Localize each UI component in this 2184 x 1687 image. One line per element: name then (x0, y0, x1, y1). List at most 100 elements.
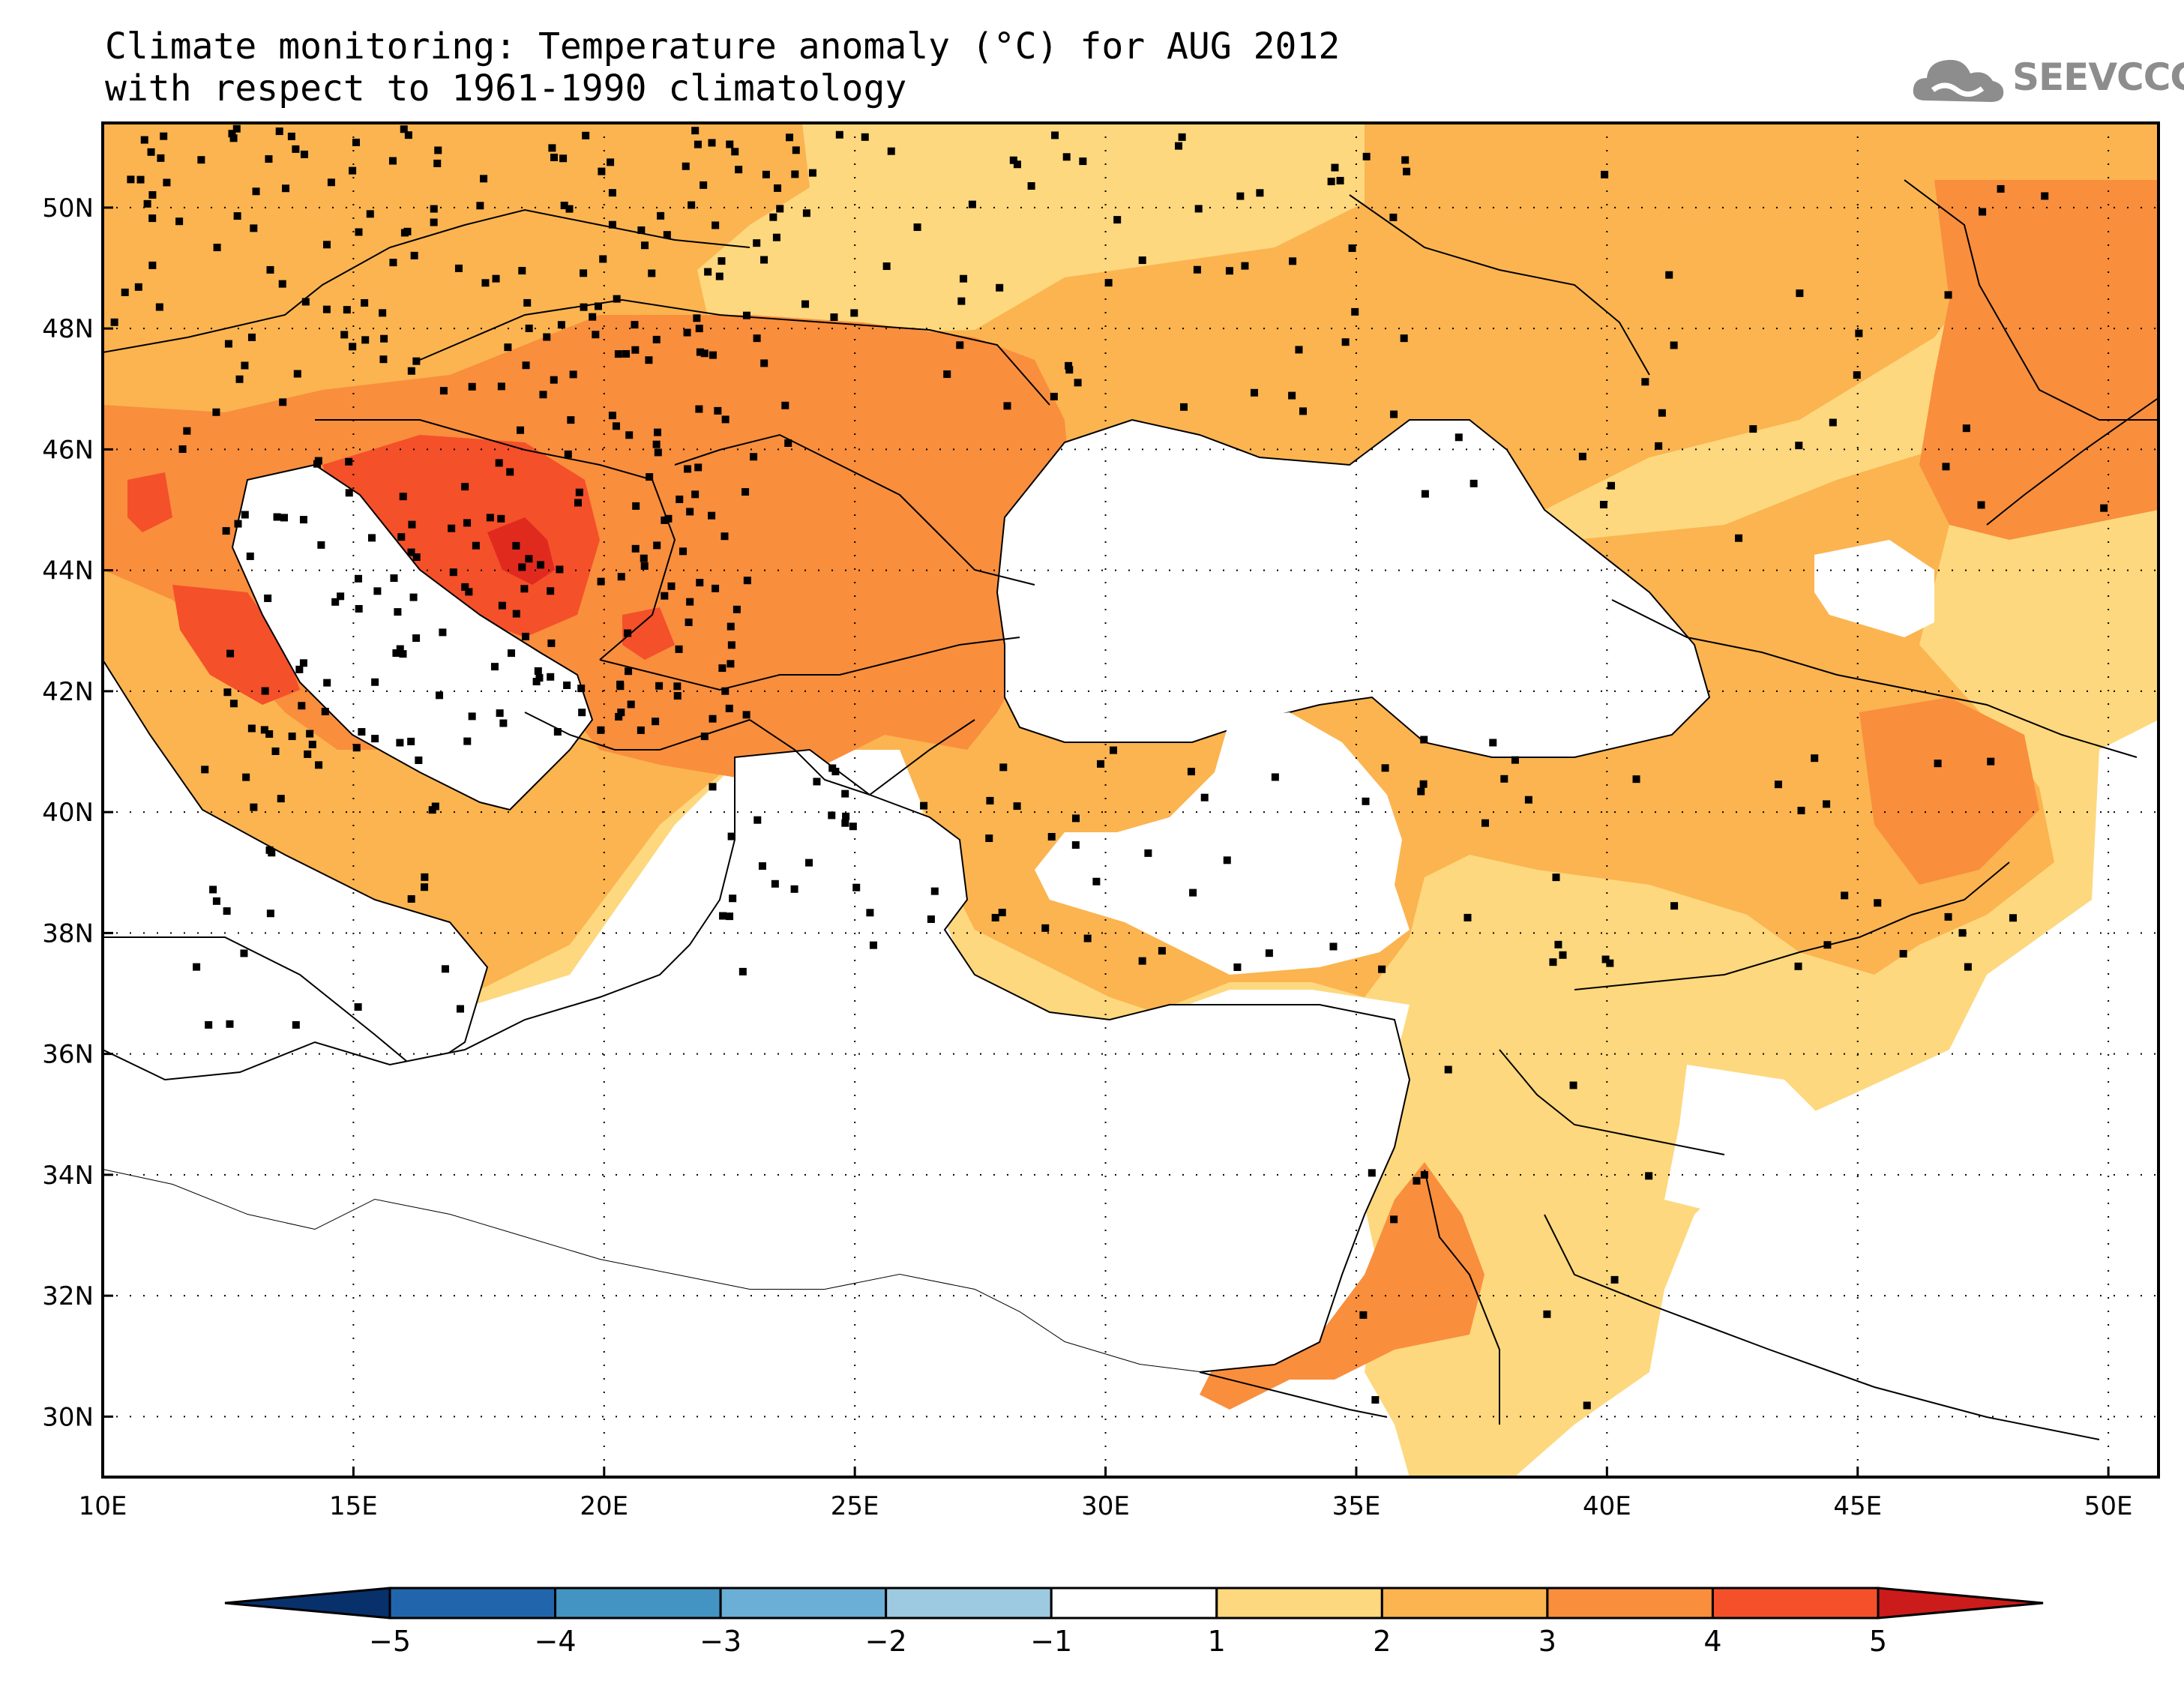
station-marker (574, 499, 582, 507)
station-marker (700, 733, 709, 741)
station-marker (492, 274, 500, 283)
station-marker (1027, 182, 1035, 190)
lat-tick-label: 46N (42, 435, 94, 465)
station-marker (260, 726, 268, 734)
station-marker (226, 1020, 234, 1028)
station-marker (317, 541, 325, 549)
station-marker (430, 218, 438, 226)
station-marker (709, 351, 717, 359)
station-marker (261, 687, 269, 695)
station-marker (468, 712, 476, 721)
station-marker (355, 228, 363, 236)
station-marker (456, 1005, 464, 1013)
station-marker (421, 883, 429, 891)
station-marker (781, 401, 789, 409)
station-marker (299, 659, 307, 667)
station-marker (1359, 1311, 1368, 1319)
station-marker (727, 660, 735, 668)
caspian-no-data (1814, 540, 1934, 637)
station-marker (631, 321, 639, 329)
station-marker (718, 664, 727, 673)
station-marker (1271, 773, 1279, 781)
station-marker (278, 280, 286, 288)
station-marker (776, 205, 784, 213)
station-marker (1829, 418, 1837, 427)
station-marker (279, 398, 287, 406)
station-marker (637, 226, 646, 235)
station-marker (349, 166, 357, 175)
station-marker (648, 269, 656, 277)
station-marker (1009, 156, 1017, 164)
station-marker (512, 610, 520, 618)
station-marker (802, 209, 810, 217)
station-marker (518, 267, 526, 275)
station-marker (2100, 504, 2108, 512)
station-marker (617, 573, 625, 581)
station-marker (991, 913, 999, 921)
station-marker (268, 849, 276, 857)
station-marker (861, 133, 869, 141)
station-marker (439, 628, 447, 637)
station-marker (265, 730, 274, 738)
station-marker (664, 514, 673, 523)
station-marker (234, 520, 242, 528)
latitude-labels: 30N 32N 34N 36N 38N 40N 42N 44N 46N 48N 50N (42, 193, 113, 1432)
station-marker (322, 241, 331, 249)
station-marker (675, 645, 683, 653)
east-no-data (1514, 735, 2159, 1477)
station-marker (1071, 841, 1080, 849)
station-marker (534, 667, 542, 675)
station-marker (792, 146, 800, 154)
station-marker (830, 313, 838, 322)
station-marker (412, 357, 421, 365)
station-marker (160, 132, 168, 140)
station-marker (653, 428, 661, 436)
station-marker (273, 513, 281, 521)
station-marker (673, 682, 682, 691)
colorbar-swatch (1380, 1587, 1549, 1620)
station-marker (380, 334, 388, 343)
station-marker (597, 577, 605, 586)
station-marker (842, 812, 850, 820)
station-marker (1749, 425, 1757, 433)
station-marker (1250, 388, 1258, 397)
station-marker (1233, 963, 1242, 971)
station-marker (1236, 192, 1245, 200)
station-marker (1065, 361, 1073, 370)
station-marker (404, 131, 412, 139)
station-marker (1599, 501, 1607, 509)
station-marker (725, 704, 733, 712)
lon-tick-label: 30E (1081, 1491, 1130, 1521)
station-marker (866, 909, 874, 917)
station-marker (465, 588, 473, 596)
station-marker (228, 130, 236, 138)
station-marker (771, 879, 779, 888)
station-marker (266, 265, 274, 274)
colorbar-max-arrow (1877, 1587, 2044, 1620)
station-marker (205, 1020, 213, 1029)
station-marker (481, 279, 490, 287)
station-marker (1942, 463, 1950, 471)
station-marker (841, 819, 849, 827)
station-marker (1797, 807, 1805, 815)
station-marker (433, 159, 442, 167)
station-marker (1288, 391, 1296, 400)
station-marker (241, 361, 249, 370)
station-marker (1362, 797, 1370, 805)
station-marker (358, 728, 366, 736)
station-marker (390, 574, 398, 583)
station-marker (155, 303, 163, 311)
station-marker (461, 483, 469, 491)
lat-tick-label: 44N (42, 556, 94, 586)
station-marker (1189, 888, 1197, 897)
station-marker (403, 227, 412, 235)
station-marker (801, 300, 810, 308)
lat-tick-label: 32N (42, 1281, 94, 1311)
station-marker (1241, 262, 1249, 270)
station-marker (1977, 501, 1985, 509)
station-marker (1327, 178, 1335, 186)
station-marker (1223, 856, 1231, 864)
colorbar-label: 2 (1373, 1625, 1391, 1658)
station-marker (212, 897, 220, 905)
